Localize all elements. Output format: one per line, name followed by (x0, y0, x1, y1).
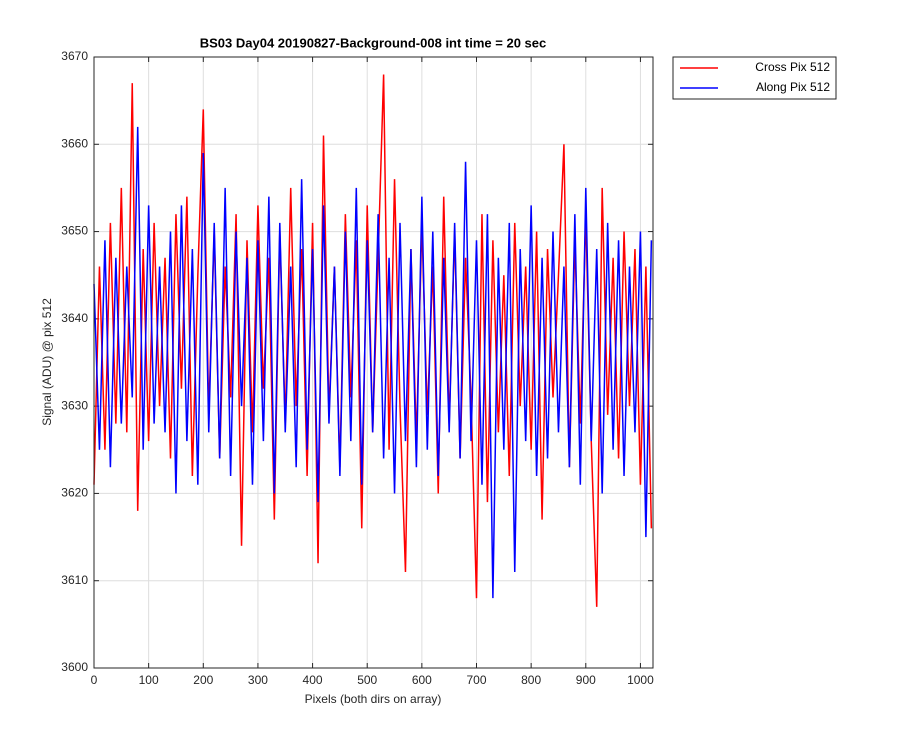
y-tick-label: 3670 (61, 49, 88, 63)
y-tick-label: 3620 (61, 486, 88, 500)
x-axis-label: Pixels (both dirs on array) (305, 692, 442, 706)
x-tick-label: 400 (303, 673, 323, 687)
x-tick-label: 500 (357, 673, 377, 687)
x-tick-label: 0 (91, 673, 98, 687)
x-tick-label: 800 (521, 673, 541, 687)
y-tick-label: 3660 (61, 136, 88, 150)
y-tick-label: 3610 (61, 573, 88, 587)
y-tick-label: 3600 (61, 660, 88, 674)
x-tick-label: 600 (412, 673, 432, 687)
x-tick-label: 300 (248, 673, 268, 687)
plot-area (94, 57, 653, 668)
x-tick-label: 1000 (627, 673, 654, 687)
x-tick-label: 200 (193, 673, 213, 687)
x-tick-label: 700 (466, 673, 486, 687)
chart-title: BS03 Day04 20190827-Background-008 int t… (200, 35, 547, 50)
y-tick-label: 3640 (61, 311, 88, 325)
x-tick-label: 900 (576, 673, 596, 687)
y-axis-label: Signal (ADU) @ pix 512 (40, 298, 54, 426)
x-tick-label: 100 (139, 673, 159, 687)
axes-box (93, 56, 654, 669)
data-line (93, 126, 653, 599)
y-tick-label: 3650 (61, 224, 88, 238)
legend-label: Along Pix 512 (756, 80, 830, 94)
legend-label: Cross Pix 512 (755, 60, 830, 74)
legend-box (672, 56, 837, 100)
y-tick-label: 3630 (61, 398, 88, 412)
